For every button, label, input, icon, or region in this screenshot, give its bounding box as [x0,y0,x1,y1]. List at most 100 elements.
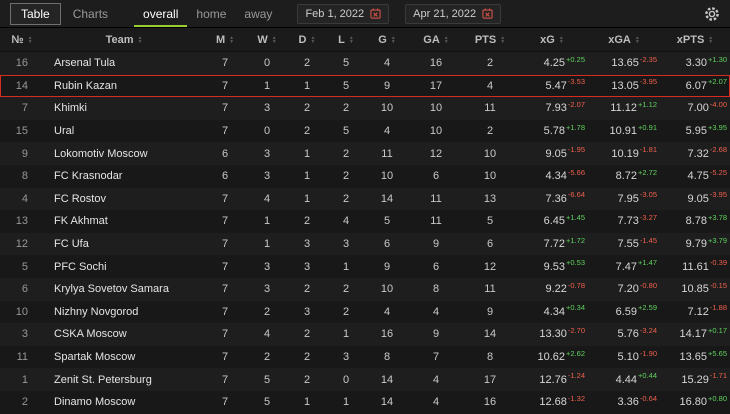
scope-overall[interactable]: overall [134,0,188,27]
date-to-picker[interactable]: Apr 21, 2022 [405,3,502,24]
sort-icon[interactable]: ▲ ▼ [271,34,277,45]
sort-icon[interactable]: ▲ ▼ [558,34,564,45]
column-header-xga[interactable]: xGA ▲ ▼ [588,34,660,46]
sort-icon[interactable]: ▲ ▼ [348,34,354,45]
sort-icon[interactable]: ▲ ▼ [137,34,143,45]
sort-icon[interactable]: ▲ ▼ [390,34,396,45]
team-name[interactable]: Lokomotiv Moscow [54,147,148,160]
tab-table[interactable]: Table [10,2,61,25]
column-header-w[interactable]: W ▲ ▼ [246,34,288,46]
settings-button[interactable] [704,6,720,22]
calendar-clear-icon[interactable] [482,8,493,19]
tab-charts[interactable]: Charts [72,6,109,21]
column-header-xpts[interactable]: xPTS ▲ ▼ [660,34,730,46]
sort-icon[interactable]: ▲ ▼ [500,34,506,45]
column-header-pts[interactable]: PTS ▲ ▼ [464,34,516,46]
team-name[interactable]: FC Krasnodar [54,170,123,183]
table-row[interactable]: 15 Ural 7 0 2 5 4 10 2 5.78 +1.78 10.91 +0.91 5.95 +3.… [0,119,730,143]
scope-away[interactable]: away [244,7,273,21]
column-header-xg[interactable]: xG ▲ ▼ [516,34,588,46]
stat-g: 16 [380,328,394,341]
team-name[interactable]: Rubin Kazan [54,79,117,92]
stat-xg: 5.47 -3.53 [516,75,588,98]
column-header-l[interactable]: L ▲ ▼ [326,34,366,46]
stat-l: 4 [342,215,350,228]
table-row[interactable]: 10 Nizhny Novgorod 7 2 3 2 4 4 9 4.34 +0.34 6.59 +2.… [0,300,730,324]
stat-pts: 11 [484,102,496,115]
rank-cell: 4 [21,192,28,205]
stat-xg: 7.72 +1.72 [516,233,588,256]
stat-w: 0 [263,125,271,138]
xg-value: 9.53 [543,260,566,273]
team-name[interactable]: FC Rostov [54,192,106,205]
stat-xpts: 9.79 +3.79 [660,233,730,256]
sort-icon[interactable]: ▲ ▼ [310,34,316,45]
xga-value: 4.44 [615,373,638,386]
sort-icon[interactable]: ▲ ▼ [443,34,449,45]
date-from-picker[interactable]: Feb 1, 2022 [297,3,390,24]
calendar-clear-icon[interactable] [370,8,381,19]
table-row[interactable]: 4 FC Rostov 7 4 1 2 14 11 13 7.36 -6.64 7.95 -3.05 9.… [0,187,730,211]
stat-ga: 17 [429,79,443,92]
table-row[interactable]: 8 FC Krasnodar 6 3 1 2 10 6 10 4.34 -5.66 8.72 +2.72… [0,164,730,188]
sort-icon[interactable]: ▲ ▼ [708,34,714,45]
team-name[interactable]: FK Akhmat [54,215,108,228]
column-header-ga[interactable]: GA ▲ ▼ [408,34,464,46]
table-row[interactable]: 12 FC Ufa 7 1 3 3 6 9 6 7.72 +1.72 7.55 -1.45 9.79 +3.… [0,232,730,256]
table-row[interactable]: 13 FK Akhmat 7 1 2 4 5 11 5 6.45 +1.45 7.73 -3.27 8.7… [0,210,730,233]
stat-xga: 7.20 -0.80 [588,278,660,301]
team-name[interactable]: Spartak Moscow [54,351,136,364]
scope-home[interactable]: home [196,7,227,21]
xga-diff: +2.72 [638,167,657,177]
team-name[interactable]: Zenit St. Petersburg [54,373,152,386]
stat-pts: 13 [483,192,497,205]
column-header-g[interactable]: G ▲ ▼ [366,34,408,46]
team-name[interactable]: Khimki [54,102,88,115]
xga-value: 10.91 [609,125,638,138]
sort-icon[interactable]: ▲ ▼ [634,34,640,45]
stat-g: 11 [381,147,393,160]
table-row[interactable]: 11 Spartak Moscow 7 2 2 3 8 7 8 10.62 +2.62 5.10 -1.… [0,345,730,369]
stat-d: 2 [303,351,311,364]
team-name[interactable]: Nizhny Novgorod [54,305,139,318]
table-row[interactable]: 9 Lokomotiv Moscow 6 3 1 2 11 12 10 9.05 -1.95 10.1… [0,142,730,165]
stat-pts: 12 [483,260,497,273]
xga-diff: +2.59 [638,303,657,313]
table-row[interactable]: 3 CSKA Moscow 7 4 2 1 16 9 14 13.30 -2.70 5.76 -3.24… [0,323,730,346]
xg-diff: -1.95 [567,145,585,155]
table-row[interactable]: 7 Khimki 7 3 2 2 10 10 11 7.93 -2.07 11.12 +1.12 7.00… [0,97,730,120]
table-row[interactable]: 14 Rubin Kazan 7 1 1 5 9 17 4 5.47 -3.53 13.05 -3.95… [0,74,730,98]
team-name[interactable]: Ural [54,125,75,138]
team-name[interactable]: Arsenal Tula [54,57,116,70]
stat-xg: 4.34 +0.34 [516,301,588,324]
stat-ga: 10 [429,125,443,138]
stat-xga: 7.73 -3.27 [588,210,660,233]
table-row[interactable]: 2 Dinamo Moscow 7 5 1 1 14 4 16 12.68 -1.32 3.36 -0.… [0,390,730,414]
column-header-d[interactable]: D ▲ ▼ [288,34,326,46]
column-header-m[interactable]: M ▲ ▼ [204,34,246,46]
team-name[interactable]: Dinamo Moscow [54,396,136,409]
team-name[interactable]: FC Ufa [54,238,89,251]
stat-m: 7 [221,192,229,205]
stat-w: 1 [263,79,271,92]
stat-m: 7 [221,396,229,409]
sort-icon[interactable]: ▲ ▼ [229,34,235,45]
xg-diff: +0.53 [566,258,585,268]
table-row[interactable]: 16 Arsenal Tula 7 0 2 5 4 16 2 4.25 +0.25 13.65 -2.3… [0,52,730,75]
team-name[interactable]: CSKA Moscow [54,328,127,341]
table-row[interactable]: 6 Krylya Sovetov Samara 7 3 2 2 10 8 11 9.22 -0.78… [0,277,730,301]
sort-icon[interactable]: ▲ ▼ [27,34,33,45]
team-name[interactable]: Krylya Sovetov Samara [54,283,169,296]
stat-m: 7 [221,125,229,138]
stat-xga: 7.55 -1.45 [588,233,660,256]
stat-l: 3 [342,238,350,251]
stat-pts: 5 [486,215,494,228]
team-name[interactable]: PFC Sochi [54,260,107,273]
table-row[interactable]: 5 PFC Sochi 7 3 3 1 9 6 12 9.53 +0.53 7.47 +1.47 11.6… [0,255,730,278]
column-header-no[interactable]: № ▲ ▼ [0,34,44,46]
stat-w: 1 [263,238,271,251]
column-header-team[interactable]: Team ▲ ▼ [44,34,204,46]
stat-d: 2 [303,57,311,70]
table-row[interactable]: 1 Zenit St. Petersburg 7 5 2 0 14 4 17 12.76 -1.24… [0,368,730,391]
xga-diff: -1.81 [639,145,657,155]
